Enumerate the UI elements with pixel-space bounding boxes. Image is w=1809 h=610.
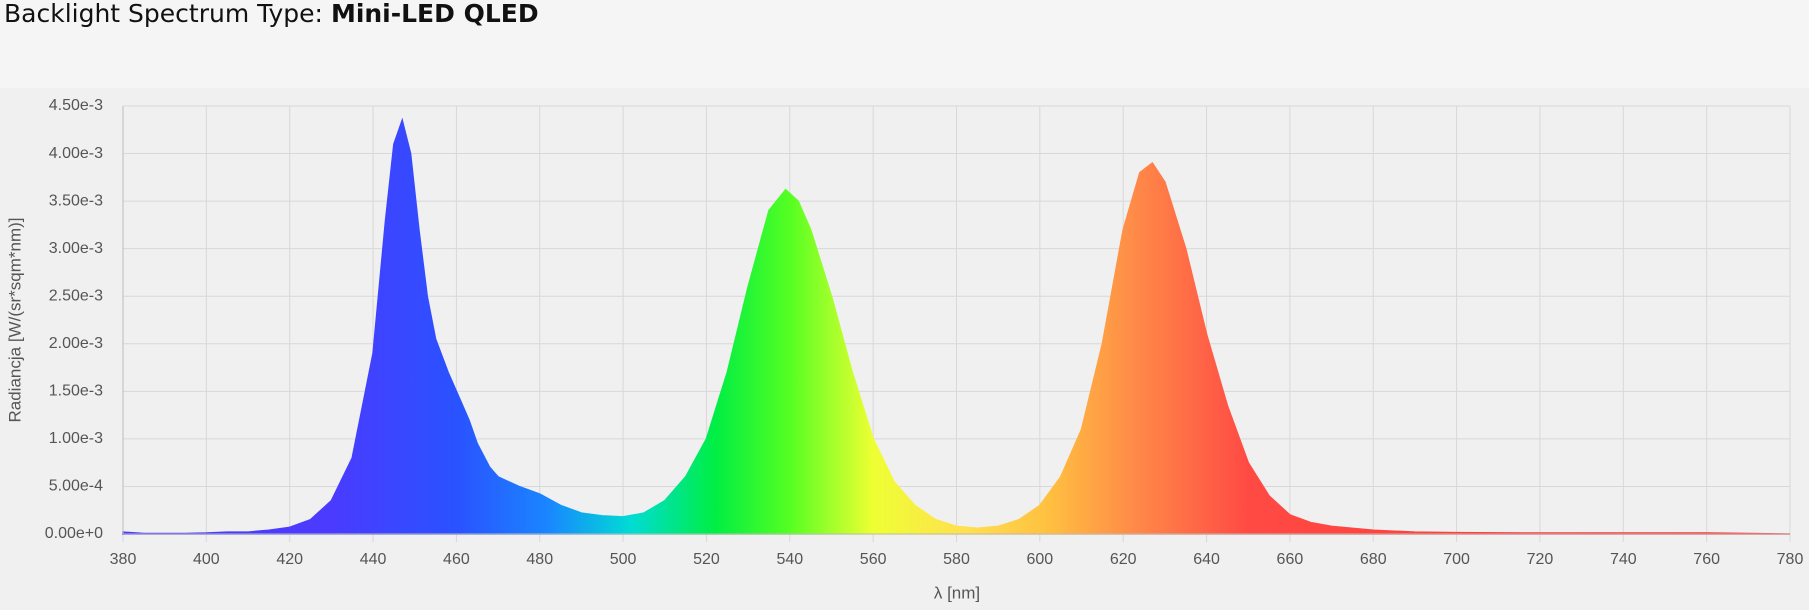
x-tick-label: 720 bbox=[1527, 551, 1554, 568]
y-tick-label: 3.00e-3 bbox=[49, 240, 103, 257]
y-tick-label: 4.00e-3 bbox=[49, 145, 103, 162]
x-tick-label: 620 bbox=[1110, 551, 1137, 568]
x-tick-label: 780 bbox=[1777, 551, 1804, 568]
x-tick-label: 420 bbox=[276, 551, 303, 568]
chart-title: Backlight Spectrum Type: Mini-LED QLED bbox=[4, 0, 539, 28]
y-tick-label: 1.00e-3 bbox=[49, 430, 103, 447]
title-label: Backlight Spectrum Type: bbox=[4, 0, 323, 28]
y-tick-label: 4.50e-3 bbox=[49, 97, 103, 114]
y-axis-title: Radiancja [W/(sr*sqm*nm)] bbox=[5, 218, 24, 423]
x-tick-label: 500 bbox=[610, 551, 637, 568]
x-tick-label: 560 bbox=[860, 551, 887, 568]
x-tick-label: 400 bbox=[193, 551, 220, 568]
x-tick-label: 520 bbox=[693, 551, 720, 568]
y-tick-label: 1.50e-3 bbox=[49, 383, 103, 400]
y-tick-label: 0.00e+0 bbox=[45, 525, 103, 542]
x-tick-label: 380 bbox=[110, 551, 137, 568]
x-tick-label: 740 bbox=[1610, 551, 1637, 568]
y-tick-label: 2.50e-3 bbox=[49, 287, 103, 304]
x-tick-label: 600 bbox=[1026, 551, 1053, 568]
x-tick-label: 480 bbox=[526, 551, 553, 568]
y-tick-label: 2.00e-3 bbox=[49, 335, 103, 352]
title-value: Mini-LED QLED bbox=[331, 0, 539, 28]
x-tick-label: 460 bbox=[443, 551, 470, 568]
x-tick-label: 540 bbox=[776, 551, 803, 568]
y-tick-label: 5.00e-4 bbox=[49, 478, 103, 495]
spectrum-area bbox=[122, 117, 1791, 535]
x-tick-label: 660 bbox=[1277, 551, 1304, 568]
x-tick-label: 440 bbox=[360, 551, 387, 568]
x-tick-label: 700 bbox=[1443, 551, 1470, 568]
x-tick-label: 760 bbox=[1693, 551, 1720, 568]
x-tick-label: 640 bbox=[1193, 551, 1220, 568]
x-axis-title: λ [nm] bbox=[934, 583, 980, 602]
x-tick-label: 680 bbox=[1360, 551, 1387, 568]
y-tick-label: 3.50e-3 bbox=[49, 192, 103, 209]
x-tick-label: 580 bbox=[943, 551, 970, 568]
